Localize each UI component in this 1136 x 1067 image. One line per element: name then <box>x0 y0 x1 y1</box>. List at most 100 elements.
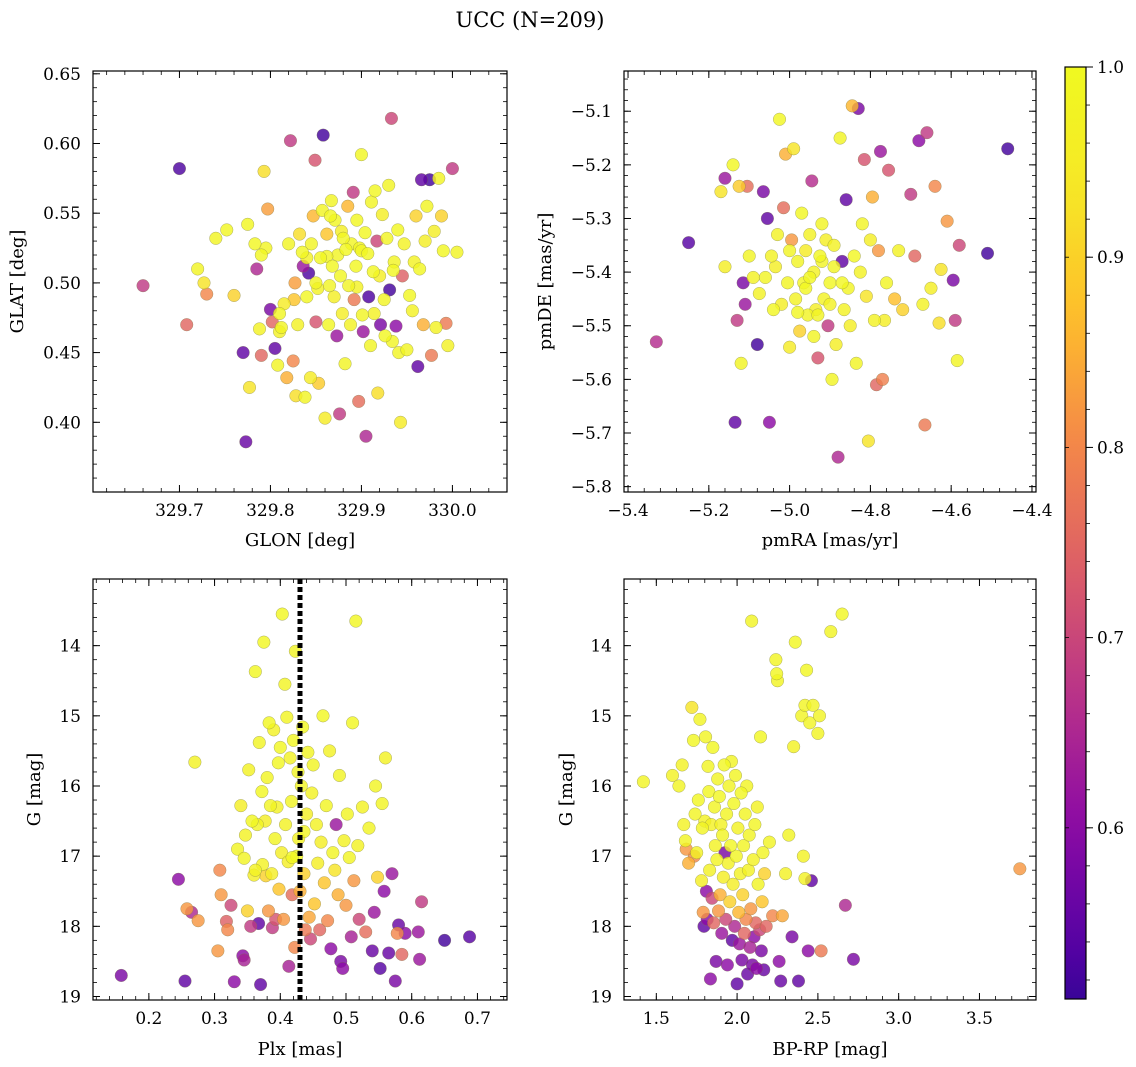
data-point <box>386 263 400 277</box>
data-point <box>316 709 330 723</box>
data-point <box>682 236 696 250</box>
data-point <box>772 954 786 968</box>
data-point <box>378 329 392 343</box>
data-point <box>424 348 439 362</box>
data-point <box>409 209 423 223</box>
x-axis-label: pmRA [mas/yr] <box>762 530 899 551</box>
data-point <box>369 779 383 793</box>
figure-title: UCC (N=209) <box>456 8 605 32</box>
data-point <box>323 209 338 223</box>
data-point <box>734 356 748 370</box>
data-point <box>450 245 464 259</box>
data-point <box>377 884 391 898</box>
y-tick-label: 0.40 <box>43 413 81 433</box>
data-point <box>875 372 890 386</box>
data-point <box>220 223 234 237</box>
data-point <box>743 940 757 954</box>
data-point <box>781 276 795 290</box>
data-point <box>309 276 323 290</box>
x-tick-label: 329.8 <box>246 501 295 521</box>
data-point <box>362 821 376 835</box>
data-point <box>272 882 286 896</box>
data-point <box>803 270 817 285</box>
data-point <box>240 904 254 918</box>
data-point <box>718 171 732 185</box>
data-point <box>336 231 350 245</box>
data-point <box>311 856 325 870</box>
data-point <box>248 863 262 877</box>
data-point <box>295 245 309 259</box>
x-tick-label: 0.5 <box>332 1009 359 1029</box>
data-point <box>729 849 743 863</box>
data-point <box>916 297 930 311</box>
data-point <box>332 768 346 783</box>
y-tick-label: 0.60 <box>43 134 81 154</box>
data-point <box>277 912 291 926</box>
axes-frame <box>623 578 1037 1001</box>
data-point <box>690 846 704 860</box>
data-point <box>291 318 305 332</box>
data-point <box>262 716 276 730</box>
data-point <box>863 233 877 247</box>
data-point <box>342 279 356 293</box>
data-point <box>847 249 861 263</box>
data-point <box>811 351 825 365</box>
data-point <box>319 799 333 813</box>
data-point <box>754 944 768 958</box>
data-point <box>748 818 762 832</box>
x-tick-label: −5.4 <box>607 501 648 521</box>
data-point <box>462 930 477 944</box>
data-point <box>339 898 353 912</box>
data-point <box>711 904 726 918</box>
data-point <box>391 223 405 237</box>
data-point <box>367 905 381 919</box>
data-point <box>274 320 288 335</box>
x-axis-label: Plx [mas] <box>258 1039 343 1060</box>
data-point <box>272 307 287 321</box>
data-point <box>677 818 691 832</box>
data-point <box>845 99 859 113</box>
y-axis-label: G [mag] <box>556 753 577 826</box>
data-point <box>405 304 419 318</box>
data-point <box>756 185 770 199</box>
data-point <box>178 974 192 988</box>
data-point <box>292 227 307 241</box>
data-point <box>873 144 888 158</box>
data-point <box>896 303 910 317</box>
data-point <box>727 796 741 811</box>
data-point <box>411 359 425 374</box>
data-point <box>750 337 764 352</box>
data-point <box>242 380 257 394</box>
data-point <box>932 316 946 330</box>
data-point <box>400 343 414 357</box>
data-point <box>750 800 764 814</box>
scatter-points <box>114 607 477 992</box>
data-point <box>227 975 241 989</box>
y-tick-label: −5.8 <box>571 478 612 498</box>
y-tick-label: 17 <box>59 847 81 867</box>
data-point <box>136 279 150 293</box>
data-point <box>358 226 372 240</box>
data-point <box>713 888 727 902</box>
data-point <box>403 288 417 302</box>
y-tick-label: 19 <box>59 987 81 1007</box>
data-point <box>745 614 759 628</box>
data-point <box>234 799 248 813</box>
x-tick-label: 0.2 <box>135 1009 162 1029</box>
y-tick-label: −5.1 <box>571 102 612 122</box>
data-point <box>831 450 845 464</box>
data-point <box>221 923 235 937</box>
data-point <box>261 202 275 216</box>
data-point <box>678 834 692 848</box>
data-point <box>355 800 369 814</box>
data-point <box>724 839 738 853</box>
data-point <box>793 324 807 338</box>
data-point <box>779 867 793 881</box>
data-point <box>244 919 258 933</box>
data-point <box>261 904 276 918</box>
data-point <box>811 308 825 322</box>
data-point <box>736 276 750 290</box>
data-point <box>324 942 338 956</box>
data-point <box>759 919 773 933</box>
data-point <box>268 832 282 846</box>
